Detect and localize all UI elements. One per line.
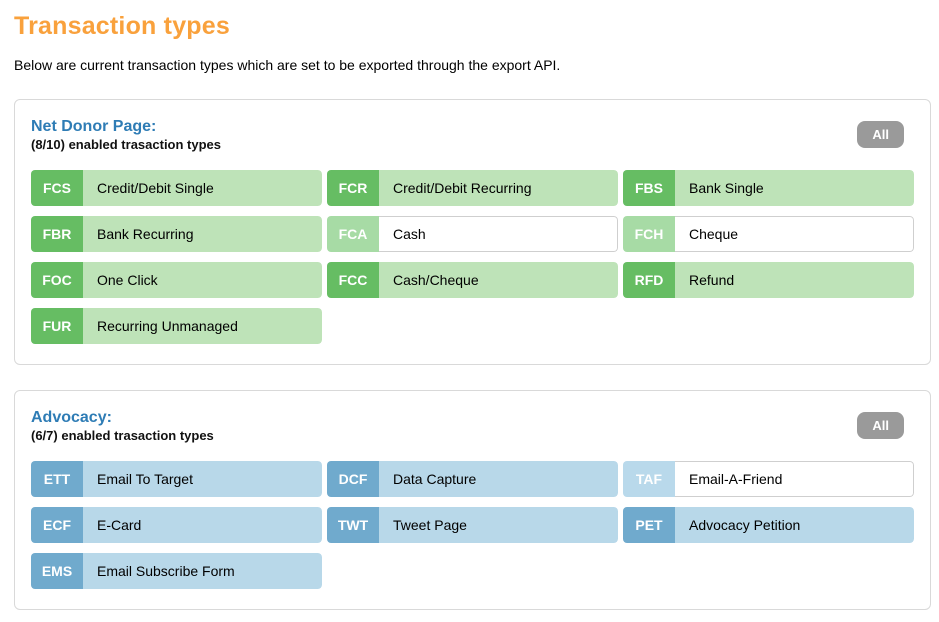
transaction-type-code: ECF <box>31 507 83 543</box>
transaction-type-code: FBS <box>623 170 675 206</box>
transaction-type-badge[interactable]: FCR Credit/Debit Recurring <box>327 170 618 206</box>
transaction-type-label: Email To Target <box>83 461 322 497</box>
transaction-type-badge[interactable]: EMS Email Subscribe Form <box>31 553 322 589</box>
transaction-type-label: One Click <box>83 262 322 298</box>
transaction-type-code: FCH <box>623 216 675 252</box>
transaction-type-code: FCA <box>327 216 379 252</box>
transaction-type-code: ETT <box>31 461 83 497</box>
transaction-type-label: Cheque <box>675 216 914 252</box>
transaction-type-label: E-Card <box>83 507 322 543</box>
transaction-type-badge[interactable]: FCS Credit/Debit Single <box>31 170 322 206</box>
transaction-type-label: Advocacy Petition <box>675 507 914 543</box>
transaction-type-code: FUR <box>31 308 83 344</box>
transaction-type-badge[interactable]: TWT Tweet Page <box>327 507 618 543</box>
section-title: Net Donor Page: <box>31 118 157 135</box>
transaction-type-badge[interactable]: FCH Cheque <box>623 216 914 252</box>
transaction-type-badge[interactable]: FCC Cash/Cheque <box>327 262 618 298</box>
transaction-type-code: TWT <box>327 507 379 543</box>
transaction-type-code: RFD <box>623 262 675 298</box>
transaction-type-label: Tweet Page <box>379 507 618 543</box>
sections: Net Donor Page: (8/10) enabled trasactio… <box>14 99 931 610</box>
transaction-type-label: Refund <box>675 262 914 298</box>
transaction-type-code: TAF <box>623 461 675 497</box>
transaction-type-badge[interactable]: FBS Bank Single <box>623 170 914 206</box>
transaction-type-label: Credit/Debit Single <box>83 170 322 206</box>
transaction-type-badge[interactable]: FUR Recurring Unmanaged <box>31 308 322 344</box>
transaction-type-code: FCS <box>31 170 83 206</box>
transaction-type-label: Cash <box>379 216 618 252</box>
transaction-type-badge[interactable]: TAF Email-A-Friend <box>623 461 914 497</box>
transaction-type-badge[interactable]: FCA Cash <box>327 216 618 252</box>
transaction-type-badge[interactable]: FOC One Click <box>31 262 322 298</box>
transaction-type-label: Email Subscribe Form <box>83 553 322 589</box>
section-title: Advocacy: <box>31 409 112 426</box>
transaction-type-label: Cash/Cheque <box>379 262 618 298</box>
all-button[interactable]: All <box>857 121 904 148</box>
section-enabled-count: (6/7) enabled trasaction types <box>31 428 214 443</box>
transaction-type-label: Email-A-Friend <box>675 461 914 497</box>
transaction-type-badge[interactable]: PET Advocacy Petition <box>623 507 914 543</box>
transaction-type-code: DCF <box>327 461 379 497</box>
transaction-type-badge[interactable]: RFD Refund <box>623 262 914 298</box>
transaction-type-label: Credit/Debit Recurring <box>379 170 618 206</box>
transaction-type-label: Data Capture <box>379 461 618 497</box>
transaction-type-label: Recurring Unmanaged <box>83 308 322 344</box>
transaction-section-advocacy: Advocacy: (6/7) enabled trasaction types… <box>14 390 931 610</box>
page-subtitle: Below are current transaction types whic… <box>14 57 561 73</box>
transaction-type-code: FBR <box>31 216 83 252</box>
all-button[interactable]: All <box>857 412 904 439</box>
transaction-type-badge[interactable]: ECF E-Card <box>31 507 322 543</box>
transaction-type-code: FOC <box>31 262 83 298</box>
transaction-type-code: FCC <box>327 262 379 298</box>
transaction-section-net-donor-page: Net Donor Page: (8/10) enabled trasactio… <box>14 99 931 365</box>
transaction-type-badge[interactable]: ETT Email To Target <box>31 461 322 497</box>
transaction-type-code: FCR <box>327 170 379 206</box>
transaction-type-code: EMS <box>31 553 83 589</box>
transaction-type-badge[interactable]: FBR Bank Recurring <box>31 216 322 252</box>
transaction-type-label: Bank Single <box>675 170 914 206</box>
transaction-type-label: Bank Recurring <box>83 216 322 252</box>
transaction-type-badge[interactable]: DCF Data Capture <box>327 461 618 497</box>
page-title: Transaction types <box>14 12 230 40</box>
badge-grid: FCS Credit/Debit Single FCR Credit/Debit… <box>31 170 914 344</box>
section-enabled-count: (8/10) enabled trasaction types <box>31 137 222 152</box>
badge-grid: ETT Email To Target DCF Data Capture TAF… <box>31 461 914 589</box>
transaction-type-code: PET <box>623 507 675 543</box>
